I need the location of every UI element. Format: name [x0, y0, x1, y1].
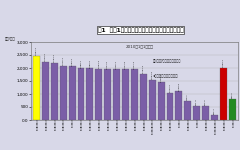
- Text: 748.1: 748.1: [187, 93, 188, 100]
- Text: 2,457.4: 2,457.4: [36, 46, 37, 56]
- Bar: [167, 93, 174, 120]
- Text: 1,964.3: 1,964.3: [98, 59, 99, 68]
- Text: 1,945.4: 1,945.4: [116, 60, 117, 69]
- Text: 1,988.1: 1,988.1: [81, 59, 82, 68]
- Text: 551.9: 551.9: [196, 98, 197, 105]
- Bar: [69, 66, 76, 120]
- Bar: [78, 68, 84, 120]
- Bar: [113, 69, 120, 120]
- Text: 1,449.3: 1,449.3: [161, 73, 162, 82]
- Bar: [86, 68, 93, 120]
- Text: （棟/㎢）: （棟/㎢）: [4, 36, 15, 40]
- Text: 2,194.4: 2,194.4: [54, 53, 55, 62]
- Bar: [33, 56, 40, 120]
- Bar: [131, 69, 138, 120]
- Text: 542.6: 542.6: [205, 99, 206, 105]
- Bar: [211, 115, 218, 120]
- Text: 2,075.2: 2,075.2: [63, 56, 64, 65]
- Text: 1,999.1: 1,999.1: [223, 58, 224, 67]
- Bar: [149, 80, 156, 120]
- Bar: [220, 68, 227, 120]
- Text: ★木造及び防火木造建物の合計: ★木造及び防火木造建物の合計: [153, 75, 179, 78]
- Text: 2,249.0: 2,249.0: [45, 52, 46, 61]
- Bar: [95, 69, 102, 120]
- Bar: [51, 63, 58, 120]
- Text: 1,947.3: 1,947.3: [134, 60, 135, 69]
- Bar: [175, 91, 182, 120]
- Text: 1,554.9: 1,554.9: [152, 70, 153, 79]
- Text: 192.4: 192.4: [214, 108, 215, 114]
- Bar: [229, 99, 236, 120]
- Text: 図1  面積1㎢あたりの木造建物数（木造建物密度）: 図1 面積1㎢あたりの木造建物数（木造建物密度）: [97, 27, 183, 33]
- Text: 1,947.6: 1,947.6: [107, 60, 108, 69]
- Bar: [104, 69, 111, 120]
- Bar: [193, 106, 200, 120]
- Text: 2,059.4: 2,059.4: [72, 57, 73, 66]
- Text: 1,108.8: 1,108.8: [178, 81, 179, 90]
- Text: 1,764.3: 1,764.3: [143, 64, 144, 74]
- Bar: [184, 100, 191, 120]
- Text: 出所:東京都/㎢「東京都統計年鑑」: 出所:東京都/㎢「東京都統計年鑑」: [153, 58, 181, 62]
- Text: 2010年1月1日現在: 2010年1月1日現在: [125, 44, 153, 48]
- Bar: [122, 69, 129, 120]
- Bar: [158, 82, 165, 120]
- Text: 1,947.8: 1,947.8: [125, 60, 126, 69]
- Bar: [42, 61, 49, 120]
- Bar: [140, 74, 147, 120]
- Text: 1,042.0: 1,042.0: [169, 83, 170, 92]
- Bar: [60, 66, 67, 120]
- Bar: [202, 106, 209, 120]
- Text: 819.0: 819.0: [232, 91, 233, 98]
